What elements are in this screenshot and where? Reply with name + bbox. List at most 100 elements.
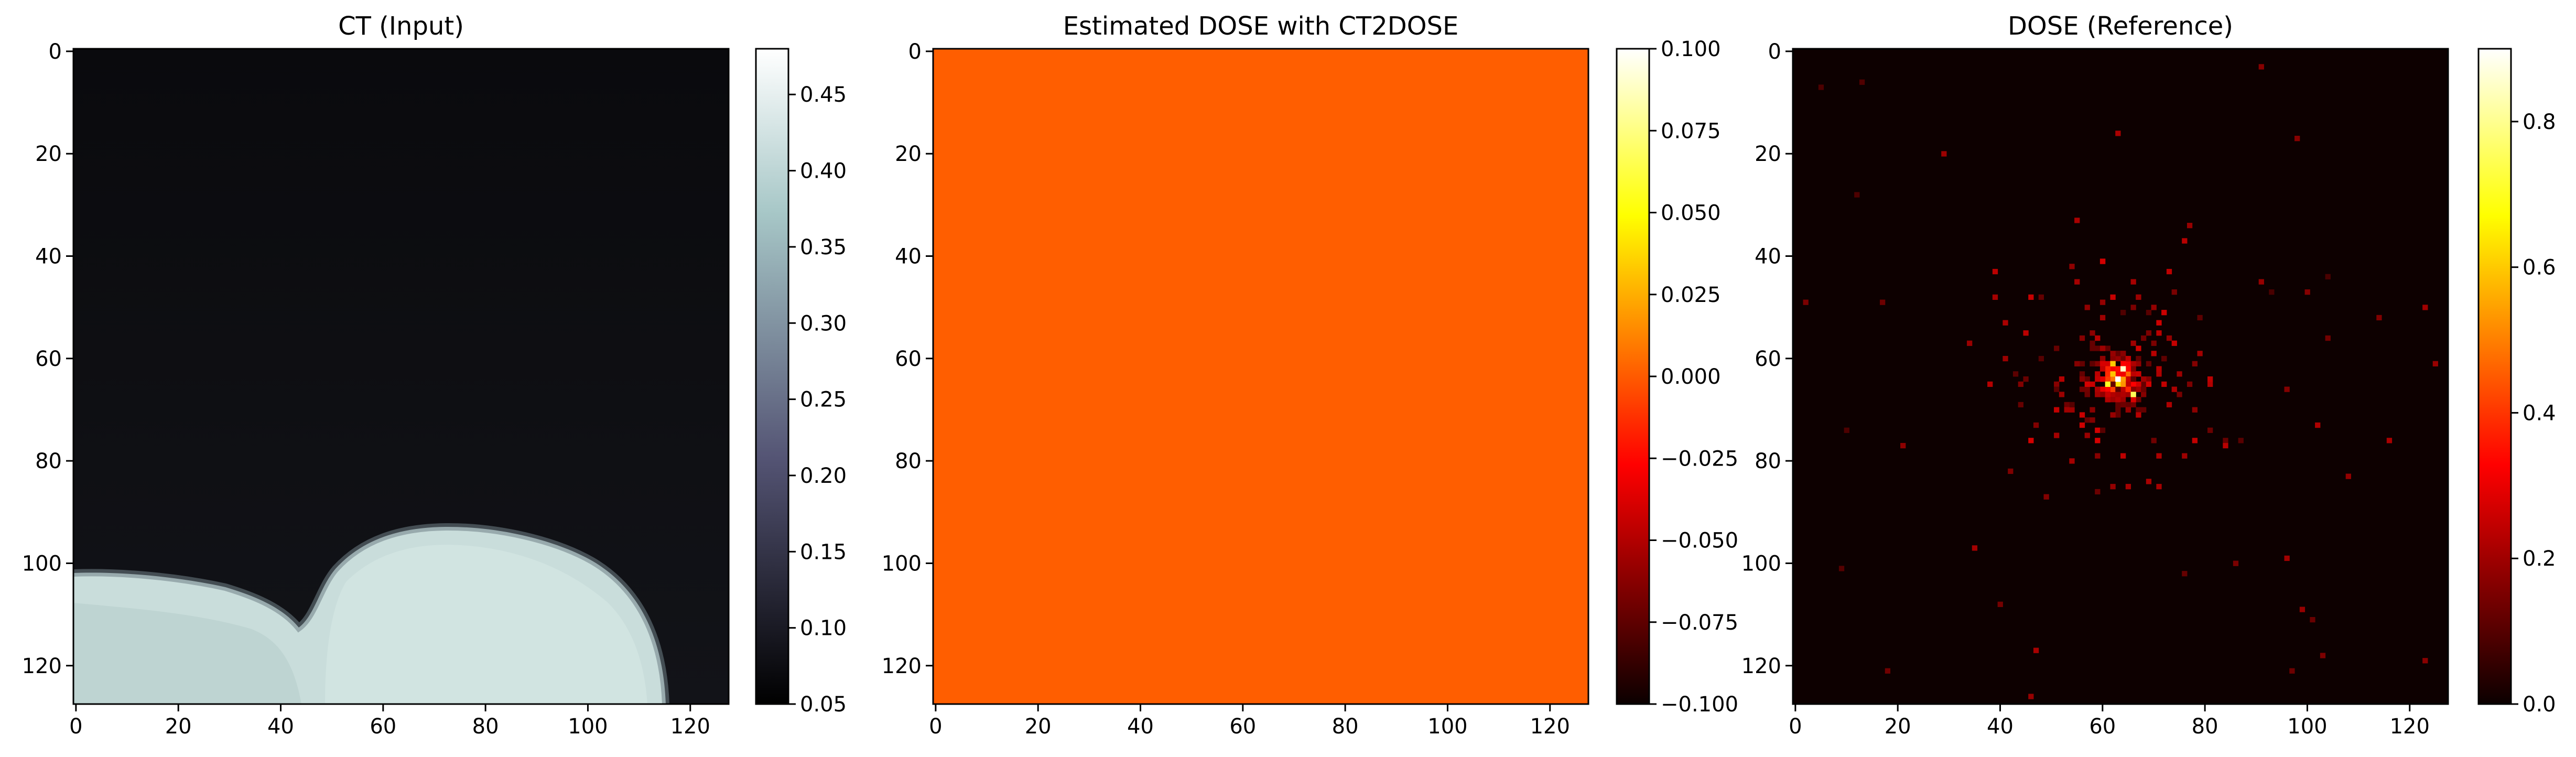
colorbar-tick-label: 0.6 (2523, 256, 2556, 280)
dose-pixel (2110, 371, 2116, 377)
dose-pixel (2099, 258, 2106, 264)
ct-body-edge (73, 523, 669, 704)
dose-pixel (2110, 397, 2116, 403)
dose-pixel (2120, 371, 2126, 377)
dose-pixel (2023, 330, 2029, 336)
colorbar-tick-label: 0.30 (800, 311, 847, 336)
dose-pixel (2120, 397, 2126, 403)
dose-pixel (2064, 402, 2070, 408)
dose-pixel (2090, 361, 2095, 366)
y-tick-label: 80 (895, 449, 922, 473)
panel-title: CT (Input) (338, 12, 464, 41)
dose-pixel (2079, 376, 2085, 382)
dose-pixel (2115, 371, 2121, 377)
dose-pixel (2084, 432, 2090, 438)
x-tick-label: 120 (670, 715, 710, 739)
dose-pixel (2207, 381, 2213, 387)
colorbar-tick-label: 0.8 (2523, 110, 2556, 134)
dose-pixel (2136, 371, 2141, 377)
y-tick-label: 100 (1741, 551, 1781, 576)
dose-pixel (2095, 376, 2101, 382)
dose-pixel (2422, 305, 2428, 310)
dose-pixel (2156, 453, 2162, 459)
dose-pixel (2054, 407, 2060, 413)
y-tick-label: 0 (49, 40, 62, 64)
dose-pixel (2115, 366, 2121, 372)
dose-pixel (2161, 381, 2167, 387)
panel-dose-reference: DOSE (Reference) 0 20 40 60 80 100 120 0 20 40 60 8… (1741, 12, 2556, 739)
dose-pixel (2105, 361, 2110, 366)
colorbar-tick-label: 0.45 (800, 83, 847, 107)
dose-pixel (2054, 432, 2060, 438)
dose-pixel (2146, 310, 2152, 316)
dose-pixel (2136, 345, 2141, 351)
dose-pixel (2146, 376, 2152, 382)
dose-pixel (2033, 647, 2039, 653)
dose-pixel (2125, 355, 2131, 362)
dose-pixel (1885, 668, 1891, 674)
dose-pixel (2141, 376, 2147, 382)
y-tick-label: 120 (22, 654, 62, 678)
dose-pixel (2054, 381, 2060, 387)
dose-pixel (2192, 361, 2198, 366)
panel-title: Estimated DOSE with CT2DOSE (1063, 12, 1459, 41)
dose-pixel (2120, 310, 2126, 316)
dose-pixel (2197, 351, 2203, 356)
dose-pixel (2084, 417, 2090, 423)
dose-pixel (2325, 274, 2331, 279)
colorbar-ticks: 0.05 0.10 0.15 0.20 0.25 0.30 0.35 0.40 0.45 (788, 83, 847, 717)
dose-pixel (2090, 381, 2095, 387)
colorbar-tick-label: 0.050 (1661, 201, 1721, 225)
dose-pixel (2095, 427, 2101, 433)
x-tick-label: 40 (267, 715, 294, 739)
dose-pixel (2130, 279, 2136, 285)
dose-pixel (2095, 453, 2101, 459)
colorbar-tick-label: 0.25 (800, 388, 847, 412)
dose-pixel (2156, 484, 2162, 490)
dose-pixel (2161, 355, 2167, 362)
dose-pixel (2182, 238, 2188, 244)
x-tick-label: 80 (1332, 715, 1359, 739)
dose-pixel (2079, 422, 2085, 428)
dose-pixel (2125, 366, 2131, 372)
dose-pixel (2192, 438, 2198, 444)
dose-pixel (2120, 355, 2126, 362)
dose-pixel (2432, 361, 2438, 366)
y-tick-label: 80 (35, 449, 62, 473)
y-tick-label: 40 (35, 245, 62, 269)
dose-pixel (2095, 438, 2101, 444)
dose-pixel (2130, 361, 2136, 366)
dose-pixel (2084, 386, 2090, 392)
colorbar-tick-label: 0.05 (800, 693, 847, 717)
dose-pixel (2156, 320, 2162, 326)
dose-pixel (2099, 376, 2106, 382)
dose-pixel (2105, 386, 2110, 392)
colorbar-tick-label: −0.075 (1661, 611, 1738, 635)
dose-pixel (2095, 345, 2101, 351)
y-tick-label: 120 (1741, 654, 1781, 678)
dose-pixel (1972, 545, 1978, 551)
colorbar-ticks: 0.0 0.2 0.4 0.6 0.8 (2511, 110, 2556, 717)
dose-pixel (2099, 345, 2106, 351)
dose-pixel (2376, 315, 2382, 321)
dose-pixel (2110, 381, 2116, 387)
dose-pixel (2003, 355, 2008, 362)
y-tick-label: 40 (1755, 245, 1781, 269)
dose-pixel (2166, 268, 2172, 275)
dose-pixel (2187, 223, 2193, 229)
dose-pixel (2130, 371, 2136, 377)
dose-pixel (2130, 402, 2136, 408)
axis-ticks: 0 20 40 60 80 100 120 0 20 40 60 80 100 120 (1741, 40, 2430, 739)
dose-pixel (2090, 417, 2095, 423)
dose-pixel (2310, 617, 2315, 623)
dose-pixel (2125, 361, 2131, 366)
dose-pixel (2136, 294, 2141, 300)
dose-pixel (2166, 335, 2172, 341)
colorbar-tick-label: −0.025 (1661, 447, 1738, 471)
dose-pixel (2238, 438, 2244, 444)
dose-pixel (2105, 397, 2110, 403)
dose-pixel (2223, 438, 2228, 444)
y-tick-label: 40 (895, 245, 922, 269)
ct-body-shadow (73, 603, 301, 704)
axes-frame (72, 48, 730, 705)
